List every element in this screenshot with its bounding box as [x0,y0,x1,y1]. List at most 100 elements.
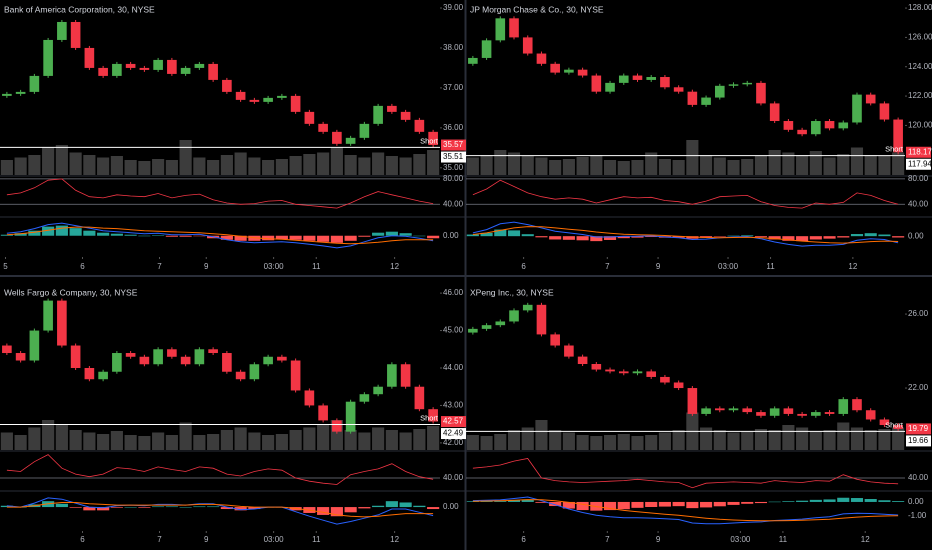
x-tick-label: 7 [157,262,162,271]
macd-histogram [385,501,398,508]
macd-histogram [110,507,123,508]
volume-bar [303,427,316,450]
x-tick-label: 6 [521,535,526,544]
candle [756,82,766,104]
line-price-label: 19.66 [908,436,929,445]
candle [838,122,849,129]
candle [125,63,136,68]
candle [550,334,560,346]
macd-line [6,497,434,525]
y-tick-label: 42.00 [443,438,464,447]
candle [249,99,260,102]
candle [304,390,315,406]
candle [673,382,684,389]
x-tick-label: 11 [766,262,775,271]
macd-histogram [97,232,110,236]
candle [98,371,108,380]
volume-bar [878,429,891,450]
candle [564,345,574,357]
candle [222,79,232,92]
rsi-tick-label: 40.00 [443,473,464,482]
candle [811,121,821,135]
volume-bar [507,430,521,450]
volume-bar [631,436,644,450]
volume-bar [42,420,55,450]
macd-tick-label: -1.00 [908,511,927,520]
annotation: Short [885,145,904,154]
macd-histogram [507,230,521,237]
signal-line [6,502,434,518]
volume-bar [179,422,192,450]
volume-bar [0,432,13,450]
macd-histogram [878,234,891,237]
rsi-tick-label: 40.00 [908,473,929,482]
x-tick-label: 9 [656,535,661,544]
volume-bar [466,435,479,450]
volume-bar [97,157,110,175]
volume-bar [124,160,137,175]
last-price-label: 118.17 [908,147,932,156]
volume-bar [686,140,699,175]
macd-histogram [590,236,603,242]
macd-histogram [672,236,685,238]
y-tick-label: 38.00 [443,43,464,52]
volume-bar [768,150,781,175]
macd-histogram [28,230,41,236]
y-tick-label: 46.00 [443,288,464,297]
macd-histogram [413,505,426,508]
volume-bar [83,155,96,175]
chart-title: Bank of America Corporation, 30, NYSE [4,4,155,14]
line-price-box [441,428,466,440]
candle [495,18,506,41]
macd-histogram [535,501,548,503]
candle [235,91,246,100]
volume-bar [576,435,589,450]
volume-bar [768,430,781,450]
volume-bar [549,430,562,450]
x-tick-label: 03:00 [730,535,751,544]
volume-bar [562,432,575,450]
volume-bar [796,155,809,175]
candle [345,137,356,144]
candle [769,408,780,416]
macd-histogram [823,499,836,502]
last-price-box [906,146,931,158]
rsi-line [472,458,899,489]
candle [345,401,356,432]
macd-histogram [850,498,864,502]
macd-histogram [83,230,96,236]
macd-histogram [385,231,398,236]
volume-bar [152,159,165,175]
volume-bar [864,155,877,175]
candle [783,121,794,130]
volume-bar [713,157,726,175]
volume-bar [358,157,371,175]
candle [125,353,136,357]
y-tick-label: 120.00 [908,121,932,130]
volume-bar [303,154,316,175]
volume-bar [672,160,685,175]
candle [838,399,849,414]
candle [522,37,533,54]
candle [414,119,425,132]
y-tick-label: 26.00 [908,309,929,318]
macd-histogram [466,501,479,502]
volume-bar [262,160,275,175]
candle [304,111,315,124]
signal-line [472,226,899,244]
candle [373,105,383,124]
candle [2,93,12,96]
macd-histogram [466,234,479,237]
candle [167,349,177,357]
volume-bar [850,427,864,450]
rsi-tick-label: 80.00 [443,174,464,183]
candle [318,405,328,421]
macd-histogram [330,507,343,517]
macd-histogram [754,236,768,238]
macd-histogram [69,228,82,236]
candle [180,356,191,365]
volume-bar [521,156,534,175]
volume-bar [892,427,905,450]
candle [577,356,588,365]
macd-histogram [741,501,754,504]
